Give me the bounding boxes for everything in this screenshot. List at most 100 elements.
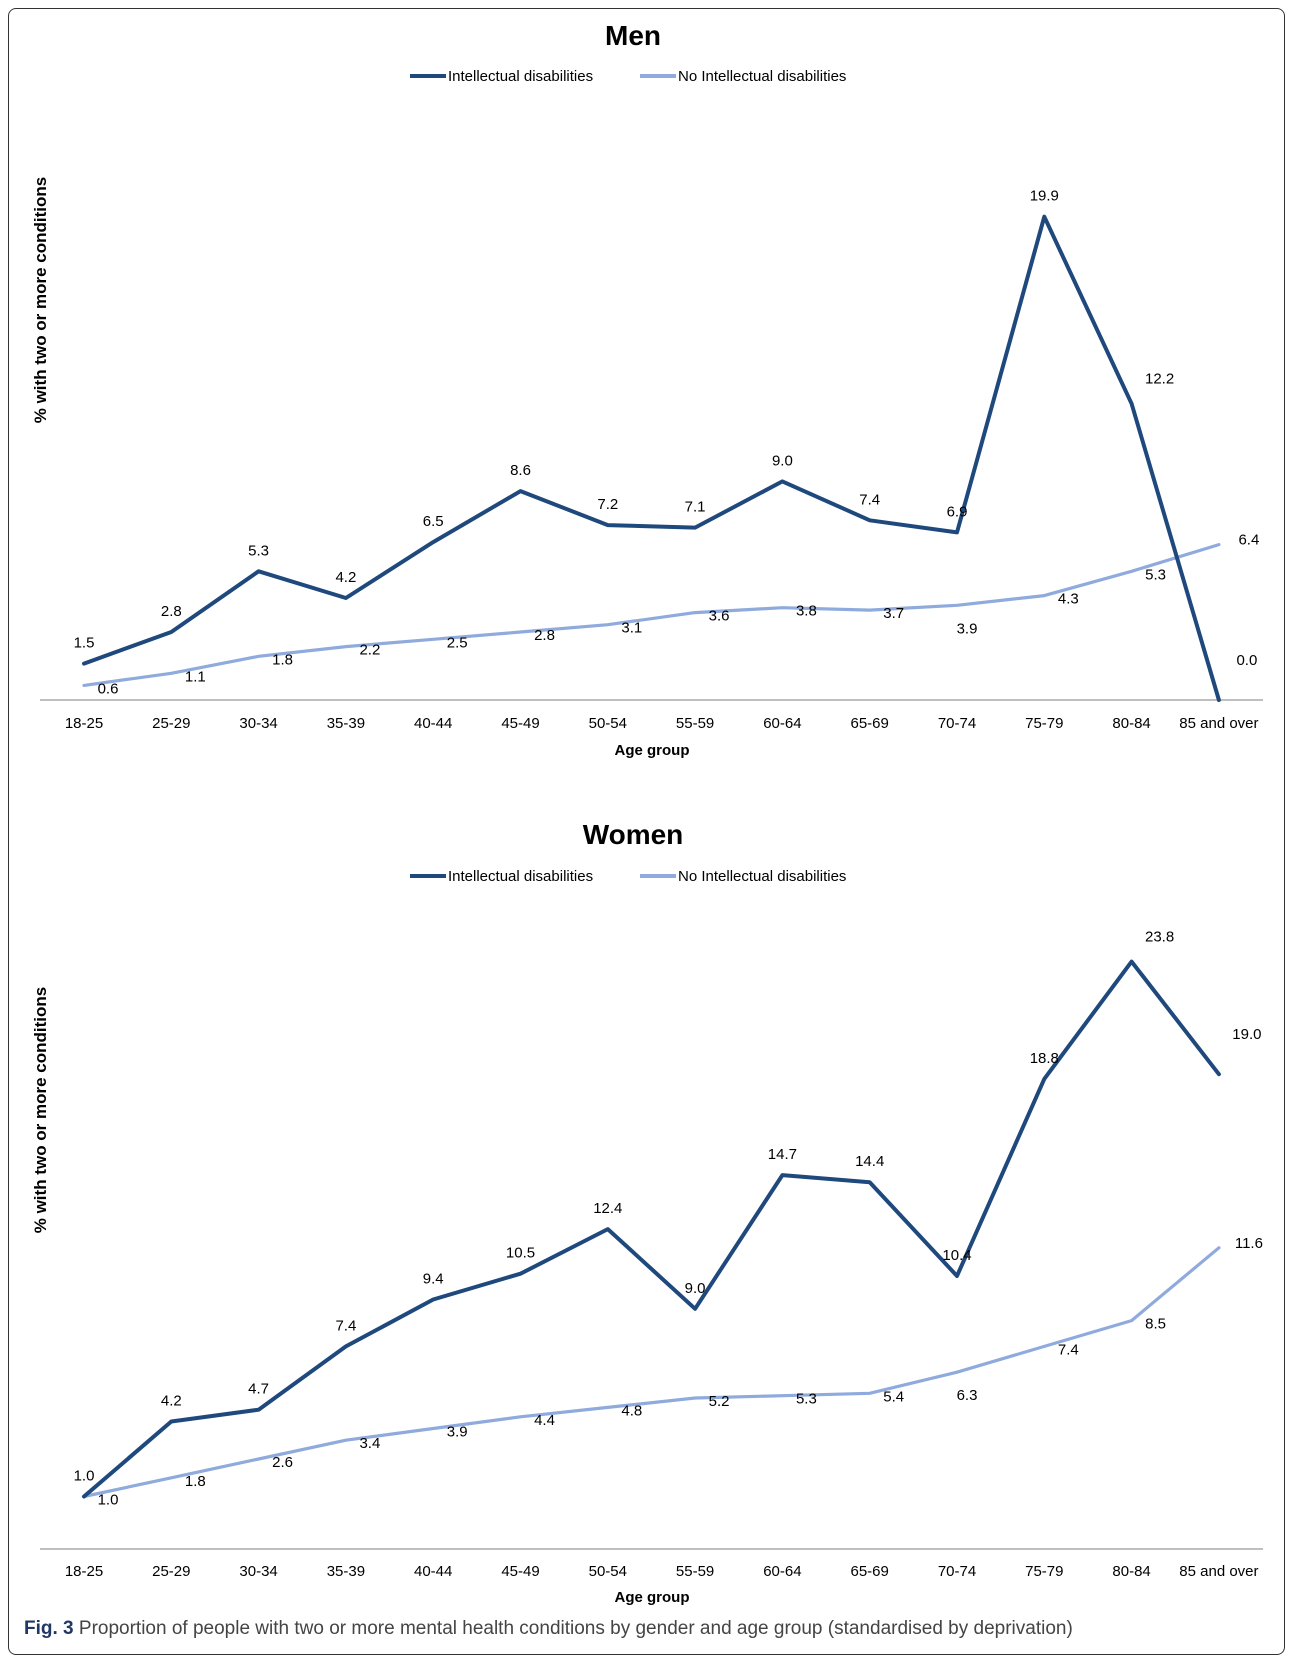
men-data-label-no-intellectual: 3.1 <box>621 620 642 637</box>
women-data-label-intellectual: 1.0 <box>74 1468 95 1485</box>
women-data-label-intellectual: 12.4 <box>593 1200 622 1217</box>
men-data-label-no-intellectual: 5.3 <box>1145 566 1166 583</box>
men-data-label-no-intellectual: 3.9 <box>957 620 978 637</box>
women-data-label-no-intellectual: 4.8 <box>621 1402 642 1419</box>
women-data-label-no-intellectual: 3.4 <box>359 1435 380 1452</box>
women-data-label-no-intellectual: 5.2 <box>709 1393 730 1410</box>
women-legend-label-1: No Intellectual disabilities <box>678 868 846 885</box>
men-legend-label-1: No Intellectual disabilities <box>678 68 846 85</box>
women-x-tick-label: 70-74 <box>938 1563 976 1580</box>
men-x-tick-label: 18-25 <box>65 715 103 732</box>
women-data-label-intellectual: 7.4 <box>335 1317 356 1334</box>
women-data-label-intellectual: 18.8 <box>1030 1050 1059 1067</box>
men-x-tick-label: 30-34 <box>239 715 277 732</box>
women-x-tick-label: 30-34 <box>239 1563 277 1580</box>
men-x-tick-label: 50-54 <box>589 715 627 732</box>
men-series-line-no-intellectual <box>82 542 1221 688</box>
figure-frame <box>8 8 1285 1655</box>
men-data-label-intellectual: 8.6 <box>510 462 531 479</box>
women-x-tick-label: 40-44 <box>414 1563 452 1580</box>
men-x-tick-label: 75-79 <box>1025 715 1063 732</box>
men-legend-label-0: Intellectual disabilities <box>448 68 593 85</box>
figure-caption-label: Fig. 3 <box>24 1618 74 1639</box>
men-data-label-intellectual: 2.8 <box>161 603 182 620</box>
men-x-tick-label: 60-64 <box>763 715 801 732</box>
men-x-tick-label: 55-59 <box>676 715 714 732</box>
women-data-label-no-intellectual: 3.9 <box>447 1424 468 1441</box>
women-x-tick-label: 50-54 <box>589 1563 627 1580</box>
men-data-label-no-intellectual: 0.6 <box>98 680 119 697</box>
men-data-label-no-intellectual: 1.1 <box>185 668 206 685</box>
women-x-tick-label: 35-39 <box>327 1563 365 1580</box>
women-data-label-no-intellectual: 4.4 <box>534 1412 555 1429</box>
women-data-label-no-intellectual: 1.8 <box>185 1473 206 1490</box>
women-x-axis-title: Age group <box>615 1589 690 1606</box>
men-data-label-intellectual: 7.4 <box>859 491 880 508</box>
women-data-label-intellectual: 9.4 <box>423 1271 444 1288</box>
men-data-label-no-intellectual: 1.8 <box>272 651 293 668</box>
women-x-tick-label: 25-29 <box>152 1563 190 1580</box>
men-data-label-intellectual: 19.9 <box>1030 188 1059 205</box>
women-data-label-intellectual: 19.0 <box>1232 1026 1261 1043</box>
men-data-label-no-intellectual: 6.4 <box>1238 532 1259 549</box>
men-data-label-intellectual: 7.2 <box>597 496 618 513</box>
women-data-label-intellectual: 10.5 <box>506 1245 535 1262</box>
men-data-label-intellectual: 0.0 <box>1236 652 1257 669</box>
men-data-label-intellectual: 5.3 <box>248 542 269 559</box>
men-data-label-no-intellectual: 4.3 <box>1058 591 1079 608</box>
men-data-label-intellectual: 4.2 <box>335 569 356 586</box>
women-x-tick-label: 60-64 <box>763 1563 801 1580</box>
men-x-tick-label: 35-39 <box>327 715 365 732</box>
women-x-tick-label: 85 and over <box>1179 1563 1258 1580</box>
men-y-axis-title: % with two or more conditions <box>31 177 50 424</box>
women-y-axis-title: % with two or more conditions <box>31 987 50 1234</box>
women-data-label-intellectual: 23.8 <box>1145 929 1174 946</box>
women-data-label-no-intellectual: 8.5 <box>1145 1316 1166 1333</box>
men-data-label-no-intellectual: 3.8 <box>796 603 817 620</box>
men-data-label-intellectual: 6.5 <box>423 513 444 530</box>
women-data-label-intellectual: 14.4 <box>855 1153 884 1170</box>
women-data-label-no-intellectual: 5.4 <box>883 1388 904 1405</box>
women-line-chart: Women Intellectual disabilities No Intelle… <box>31 819 1263 1606</box>
women-x-tick-label: 80-84 <box>1112 1563 1150 1580</box>
women-x-tick-label: 18-25 <box>65 1563 103 1580</box>
women-data-label-no-intellectual: 11.6 <box>1235 1235 1263 1252</box>
women-data-label-no-intellectual: 1.0 <box>98 1492 119 1509</box>
men-data-label-intellectual: 6.9 <box>947 503 968 520</box>
men-x-axis-title: Age group <box>615 742 690 759</box>
women-data-label-intellectual: 10.4 <box>942 1247 971 1264</box>
men-line-chart: Men Intellectual disabilities No Intellect… <box>31 20 1263 759</box>
women-series-line-intellectual <box>82 959 1221 1499</box>
figure-caption: Fig. 3 Proportion of people with two or … <box>24 1618 1073 1640</box>
men-series-line-intellectual <box>82 214 1221 702</box>
women-data-label-no-intellectual: 2.6 <box>272 1454 293 1471</box>
men-chart-title: Men <box>605 20 661 51</box>
men-data-label-no-intellectual: 3.6 <box>709 608 730 625</box>
women-legend-label-0: Intellectual disabilities <box>448 868 593 885</box>
women-x-tick-label: 75-79 <box>1025 1563 1063 1580</box>
women-x-tick-label: 45-49 <box>501 1563 539 1580</box>
women-x-tick-label: 65-69 <box>851 1563 889 1580</box>
men-x-tick-label: 80-84 <box>1112 715 1150 732</box>
men-data-label-no-intellectual: 2.5 <box>447 634 468 651</box>
women-data-label-intellectual: 9.0 <box>685 1280 706 1297</box>
men-x-tick-label: 85 and over <box>1179 715 1258 732</box>
men-x-tick-label: 70-74 <box>938 715 976 732</box>
figure-caption-text: Proportion of people with two or more me… <box>78 1618 1073 1639</box>
women-x-tick-label: 55-59 <box>676 1563 714 1580</box>
men-x-tick-label: 45-49 <box>501 715 539 732</box>
men-data-label-intellectual: 7.1 <box>685 499 706 516</box>
women-data-label-no-intellectual: 5.3 <box>796 1391 817 1408</box>
women-data-label-intellectual: 14.7 <box>768 1146 797 1163</box>
women-data-label-no-intellectual: 6.3 <box>957 1387 978 1404</box>
men-x-tick-label: 65-69 <box>851 715 889 732</box>
men-x-tick-label: 40-44 <box>414 715 452 732</box>
women-chart-title: Women <box>583 819 684 850</box>
women-data-label-intellectual: 4.7 <box>248 1381 269 1398</box>
women-data-label-intellectual: 4.2 <box>161 1393 182 1410</box>
women-data-label-no-intellectual: 7.4 <box>1058 1341 1079 1358</box>
men-data-label-intellectual: 1.5 <box>74 635 95 652</box>
men-data-label-intellectual: 12.2 <box>1145 371 1174 388</box>
men-data-label-intellectual: 9.0 <box>772 452 793 469</box>
women-series-line-no-intellectual <box>82 1246 1221 1499</box>
